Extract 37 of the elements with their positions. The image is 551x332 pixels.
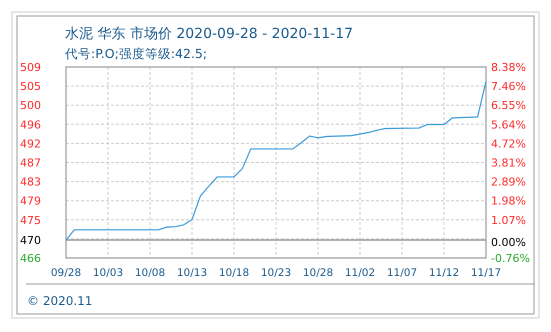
y2-tick-label: 1.07% <box>491 214 526 227</box>
x-tick-label: 10/03 <box>92 267 124 279</box>
x-tick-label: 10/23 <box>260 267 292 279</box>
y-tick-label: 492 <box>20 137 41 150</box>
y-tick-label: 483 <box>20 176 41 189</box>
y2-tick-label: -0.76% <box>491 252 530 265</box>
y2-tick-label: 8.38% <box>491 61 526 74</box>
y2-tick-label: 4.72% <box>491 137 526 150</box>
x-tick-label: 09/28 <box>50 267 82 279</box>
text: © 2020.11 <box>27 294 92 308</box>
y2-tick-label: 3.81% <box>491 156 526 170</box>
y2-tick-label: 7.46% <box>491 80 526 94</box>
y-tick-label: 487 <box>20 156 41 170</box>
x-tick-label: 10/28 <box>302 267 334 279</box>
y2-tick-label: 0.00% <box>491 236 526 250</box>
y-tick-label: 466 <box>20 252 41 265</box>
x-tick-label: 10/08 <box>134 267 166 279</box>
x-tick-label: 11/12 <box>428 267 460 279</box>
y-tick-label: 505 <box>20 80 41 94</box>
y2-tick-label: 5.64% <box>491 118 526 132</box>
line-series <box>65 80 487 241</box>
y2-tick-label: 6.55% <box>491 99 526 112</box>
y2-tick-label: 2.89% <box>491 176 526 189</box>
x-tick-label: 10/13 <box>176 267 208 279</box>
x-tick-label: 11/07 <box>386 267 418 279</box>
x-tick-label: 11/17 <box>470 267 502 279</box>
y-tick-label: 500 <box>20 99 41 112</box>
y-tick-label: 470 <box>20 234 41 248</box>
y2-tick-label: 1.98% <box>491 194 526 208</box>
x-tick-label: 11/02 <box>344 267 376 279</box>
y-tick-label: 496 <box>20 118 41 132</box>
chart-subtitle: 代号:P.O;强度等级:42.5; <box>64 46 208 61</box>
x-tick-label: 10/18 <box>218 267 250 279</box>
chart-title: 水泥 华东 市场价 2020-09-28 - 2020-11-17 <box>65 26 354 42</box>
y-tick-label: 475 <box>20 214 41 227</box>
y-tick-label: 509 <box>20 61 41 74</box>
y-tick-label: 479 <box>20 194 41 208</box>
